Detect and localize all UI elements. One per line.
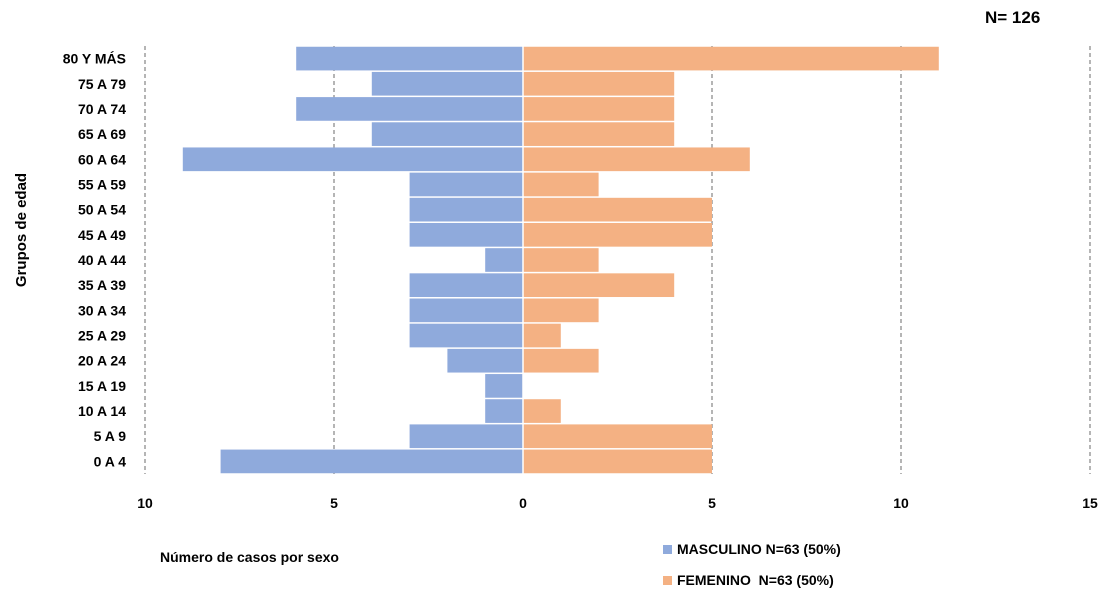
- bar-femenino: [523, 248, 599, 272]
- y-tick-label: 25 A 29: [78, 328, 126, 344]
- bar-femenino: [523, 71, 675, 96]
- bar-masculino: [409, 197, 523, 222]
- x-tick-label: 5: [708, 495, 716, 511]
- x-tick-label: 10: [893, 495, 909, 511]
- bar-masculino: [371, 71, 523, 96]
- y-axis-category-labels: 0 A 4 5 A 9 10 A 14 15 A 19 20 A 24 25 A 29 30…: [63, 51, 127, 470]
- y-tick-label: 70 A 74: [78, 101, 126, 117]
- bar-femenino: [523, 46, 939, 71]
- bar-femenino: [523, 424, 712, 449]
- bar-masculino: [296, 46, 523, 71]
- bar-femenino: [523, 197, 712, 222]
- bar-masculino: [409, 222, 523, 247]
- x-tick-label: 0: [519, 495, 527, 511]
- y-tick-label: 20 A 24: [78, 353, 126, 369]
- bar-masculino: [485, 399, 523, 423]
- bar-masculino: [409, 172, 523, 197]
- legend-label-femenino: FEMENINO N=63 (50%): [677, 572, 834, 588]
- y-tick-label: 50 A 54: [78, 202, 126, 218]
- bar-femenino: [523, 323, 561, 348]
- x-tick-label: 15: [1082, 495, 1098, 511]
- total-cases-label: N= 126: [985, 8, 1040, 27]
- bars: [182, 46, 939, 474]
- y-tick-label: 60 A 64: [78, 151, 126, 167]
- legend-label-masculino: MASCULINO N=63 (50%): [677, 541, 841, 557]
- y-tick-label: 5 A 9: [94, 428, 127, 444]
- y-tick-label: 55 A 59: [78, 176, 126, 192]
- bar-masculino: [220, 449, 523, 474]
- bar-masculino: [447, 348, 523, 373]
- bar-masculino: [409, 424, 523, 449]
- y-tick-label: 0 A 4: [94, 453, 127, 469]
- legend: MASCULINO N=63 (50%) FEMENINO N=63 (50%): [663, 541, 841, 588]
- y-tick-label: 35 A 39: [78, 277, 126, 293]
- y-tick-label: 65 A 69: [78, 126, 126, 142]
- bar-femenino: [523, 298, 599, 323]
- bar-masculino: [182, 147, 524, 172]
- bar-masculino: [409, 298, 523, 323]
- bar-femenino: [523, 172, 599, 197]
- bar-masculino: [409, 323, 523, 348]
- y-tick-label: 45 A 49: [78, 227, 126, 243]
- y-tick-label: 30 A 34: [78, 302, 126, 318]
- x-axis-title: Número de casos por sexo: [160, 549, 339, 565]
- x-axis-tick-labels: 10 5 0 5 10 15: [137, 495, 1098, 511]
- bar-masculino: [296, 97, 523, 121]
- bar-femenino: [523, 97, 675, 121]
- bar-femenino: [523, 348, 599, 373]
- y-tick-label: 80 Y MÁS: [63, 51, 126, 67]
- x-tick-label: 10: [137, 495, 153, 511]
- legend-swatch-femenino: [663, 576, 672, 585]
- y-tick-label: 40 A 44: [78, 252, 126, 268]
- bar-masculino: [485, 248, 523, 272]
- bar-femenino: [523, 122, 675, 146]
- bar-masculino: [371, 122, 523, 146]
- bar-masculino: [409, 273, 523, 298]
- bar-femenino: [523, 399, 561, 423]
- y-tick-label: 10 A 14: [78, 403, 126, 419]
- bar-femenino: [523, 273, 675, 298]
- y-tick-label: 15 A 19: [78, 378, 126, 394]
- bar-femenino: [523, 222, 712, 247]
- bar-femenino: [523, 449, 712, 474]
- y-axis-title: Grupos de edad: [13, 173, 30, 287]
- x-tick-label: 5: [330, 495, 338, 511]
- bar-femenino: [523, 147, 750, 172]
- y-tick-label: 75 A 79: [78, 76, 126, 92]
- legend-swatch-masculino: [663, 545, 672, 554]
- bar-masculino: [485, 374, 523, 398]
